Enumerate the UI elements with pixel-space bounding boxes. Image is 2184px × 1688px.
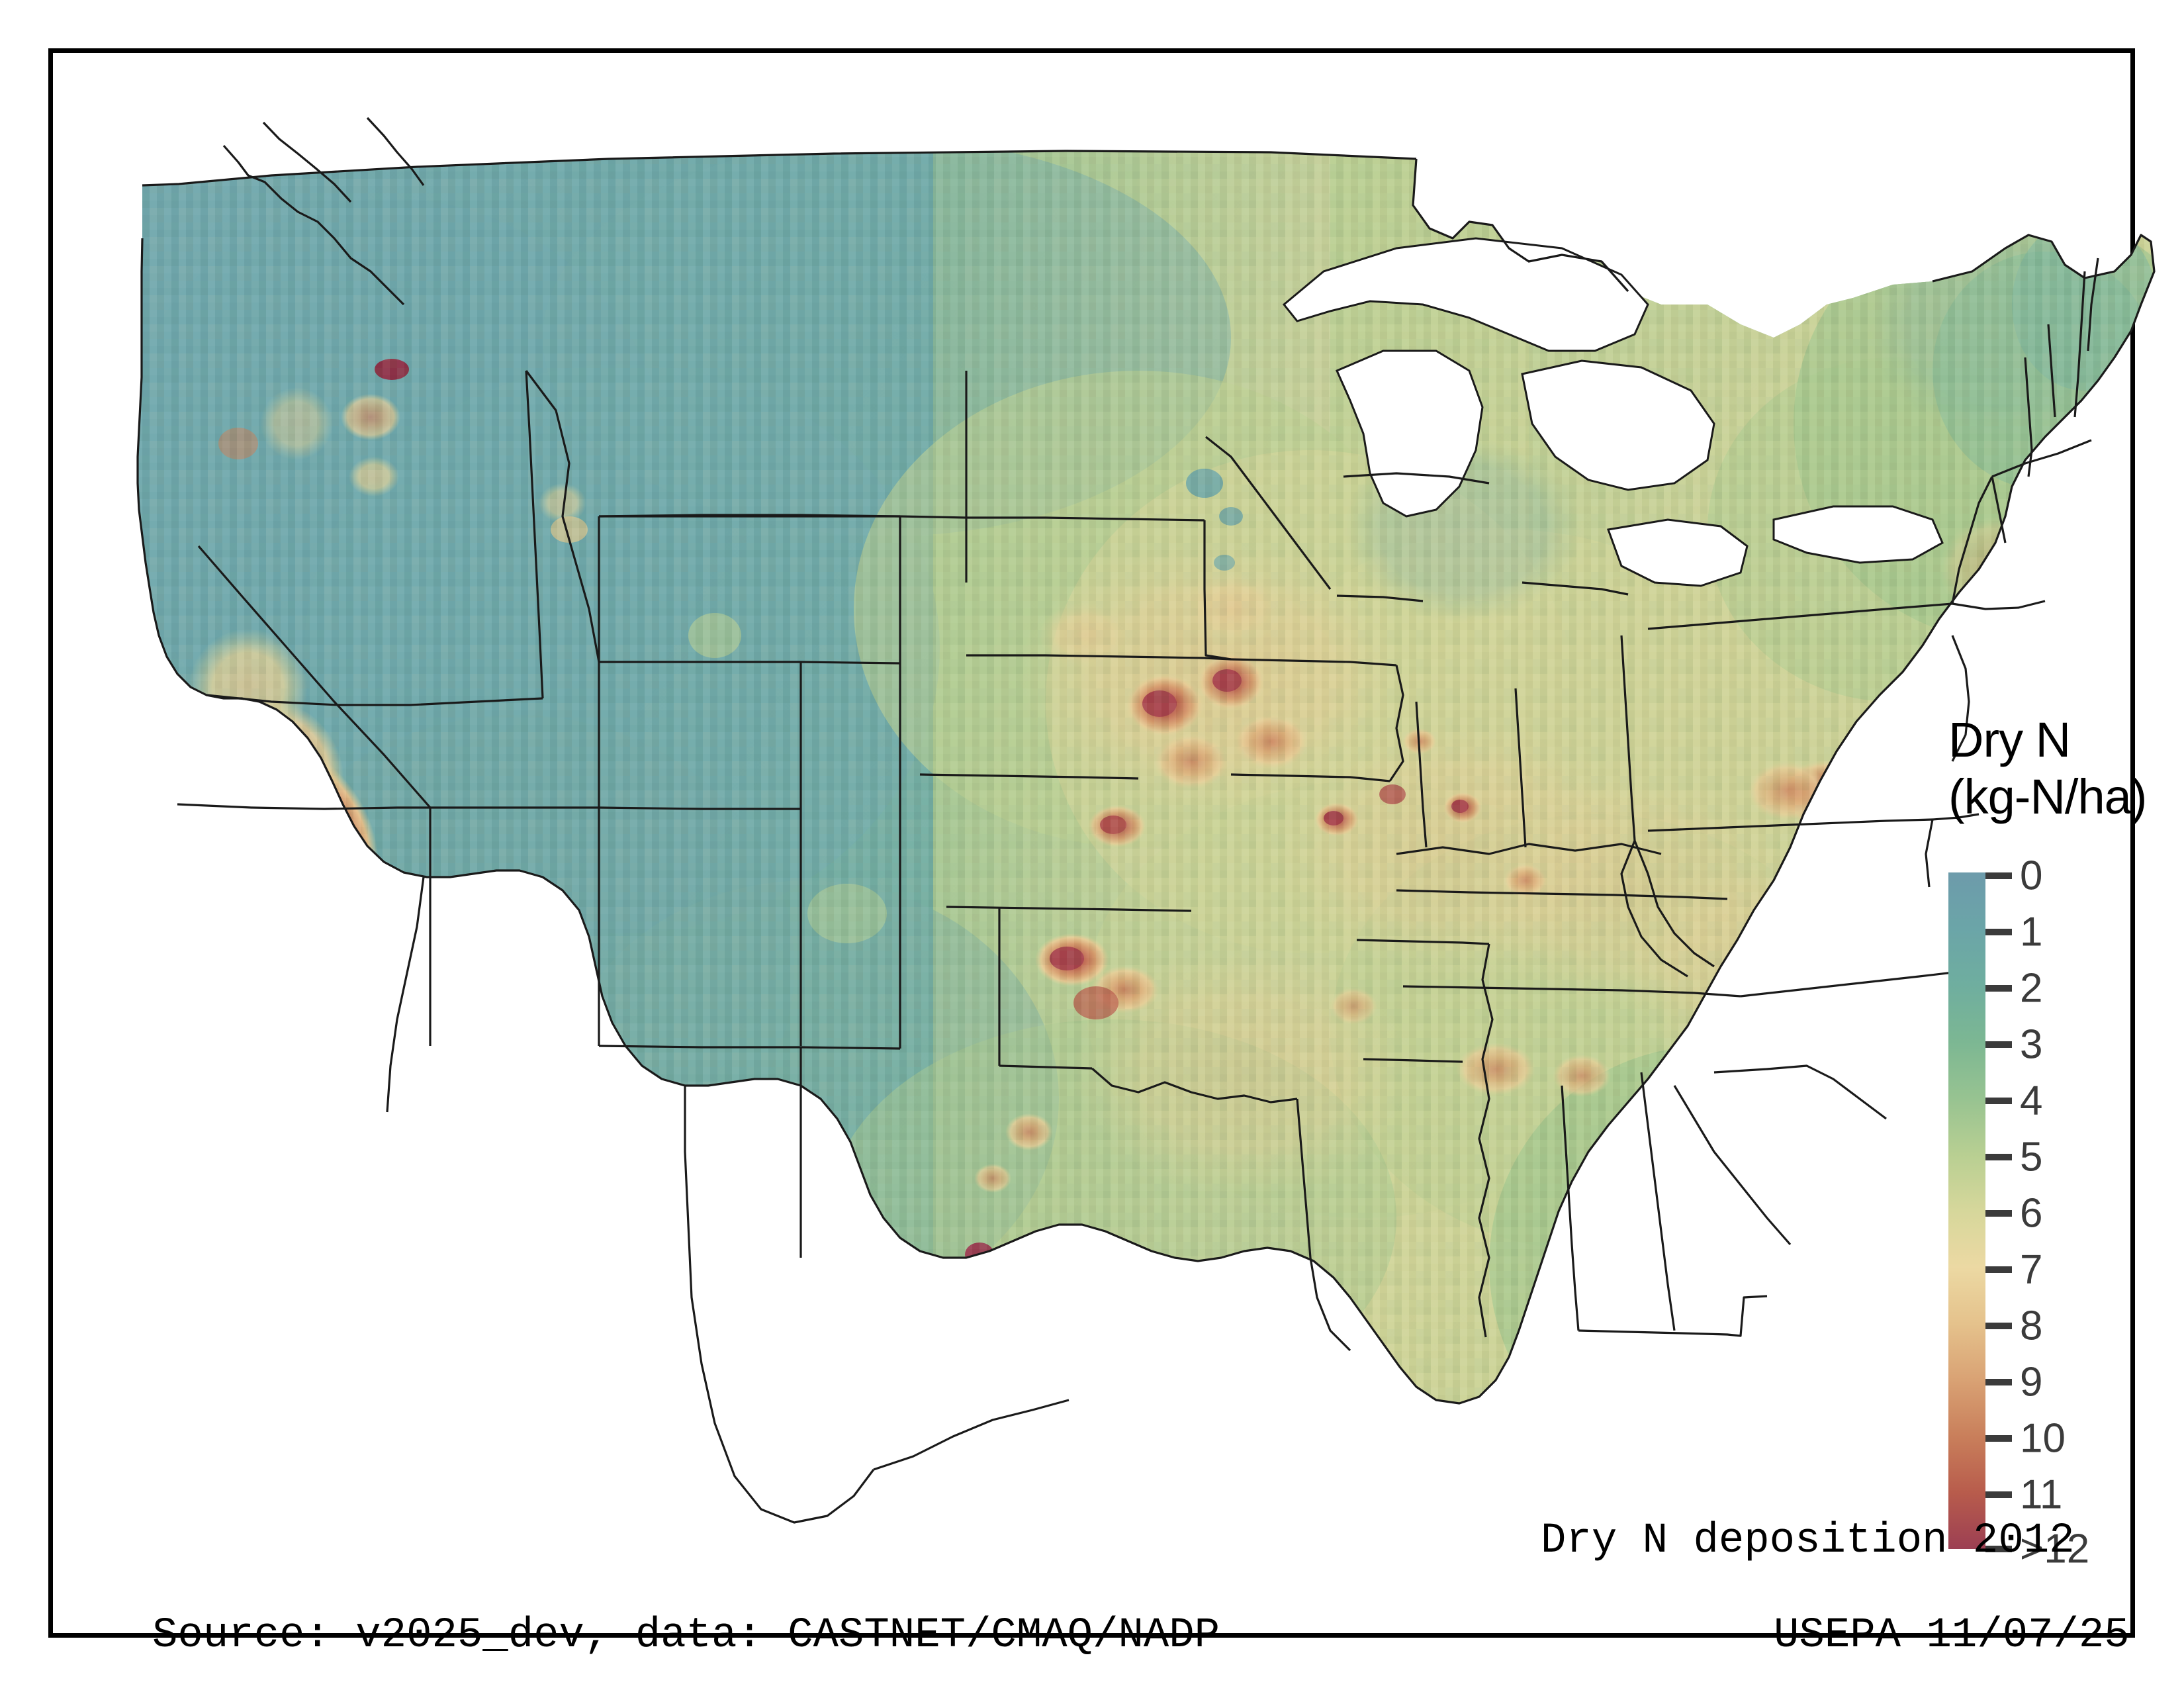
colorbar-tick-label-5: 5 — [2020, 1134, 2043, 1180]
colorbar-tick-label-6: 6 — [2020, 1190, 2043, 1237]
colorbar-tick — [1985, 985, 2012, 992]
legend-title: Dry N (kg-N/ha) — [1948, 712, 2184, 825]
colorbar-tick-label-12: >12 — [2020, 1526, 2090, 1572]
colorbar-wrap: 0 1 2 3 4 5 6 7 8 9 10 11 >12 — [1948, 853, 2184, 1572]
deposition-raster — [138, 151, 2154, 1403]
colorbar-tick-label-9: 9 — [2020, 1359, 2043, 1405]
agency-caption: USEPA 11/07/25 — [1774, 1612, 2130, 1660]
colorbar-tick — [1985, 1546, 2012, 1552]
colorbar-tick — [1985, 1435, 2012, 1442]
colorbar-tick-label-11: 11 — [2020, 1472, 2063, 1518]
legend-title-line1: Dry N — [1948, 712, 2071, 767]
colorbar-tick — [1985, 1041, 2012, 1048]
legend-title-line2: (kg-N/ha) — [1948, 769, 2147, 824]
colorbar-tick-label-2: 2 — [2020, 965, 2043, 1011]
colorbar-tick-label-7: 7 — [2020, 1246, 2043, 1293]
colorbar-tick — [1985, 929, 2012, 935]
colorbar-tick — [1985, 1266, 2012, 1273]
colorbar-tick-label-1: 1 — [2020, 909, 2043, 955]
colorbar-tick — [1985, 1098, 2012, 1104]
colorbar-gradient — [1948, 872, 1985, 1549]
figure-frame: Dry N (kg-N/ha) 0 1 — [48, 48, 2156, 1660]
colorbar-tick-label-3: 3 — [2020, 1021, 2043, 1068]
source-caption: Source: v2025_dev, data: CASTNET/CMAQ/NA… — [152, 1612, 1220, 1660]
colorbar-tick — [1985, 1154, 2012, 1160]
colorbar-tick — [1985, 872, 2012, 879]
colorbar-tick-label-0: 0 — [2020, 853, 2043, 899]
colorbar-tick — [1985, 1210, 2012, 1217]
colorbar-legend: Dry N (kg-N/ha) 0 1 — [1906, 712, 2184, 1572]
colorbar-tick-label-4: 4 — [2020, 1078, 2043, 1124]
colorbar-tick — [1985, 1379, 2012, 1385]
colorbar-tick — [1985, 1491, 2012, 1498]
colorbar-tick-label-8: 8 — [2020, 1303, 2043, 1349]
map-title: Dry N deposition 2012 — [1541, 1517, 2075, 1565]
colorbar-tick-label-10: 10 — [2020, 1415, 2066, 1462]
colorbar-tick — [1985, 1323, 2012, 1329]
deposition-map — [136, 117, 2156, 1524]
map-outlines — [136, 117, 2156, 1524]
map-canvas — [106, 106, 2184, 1549]
great-lakes — [1282, 237, 1944, 587]
